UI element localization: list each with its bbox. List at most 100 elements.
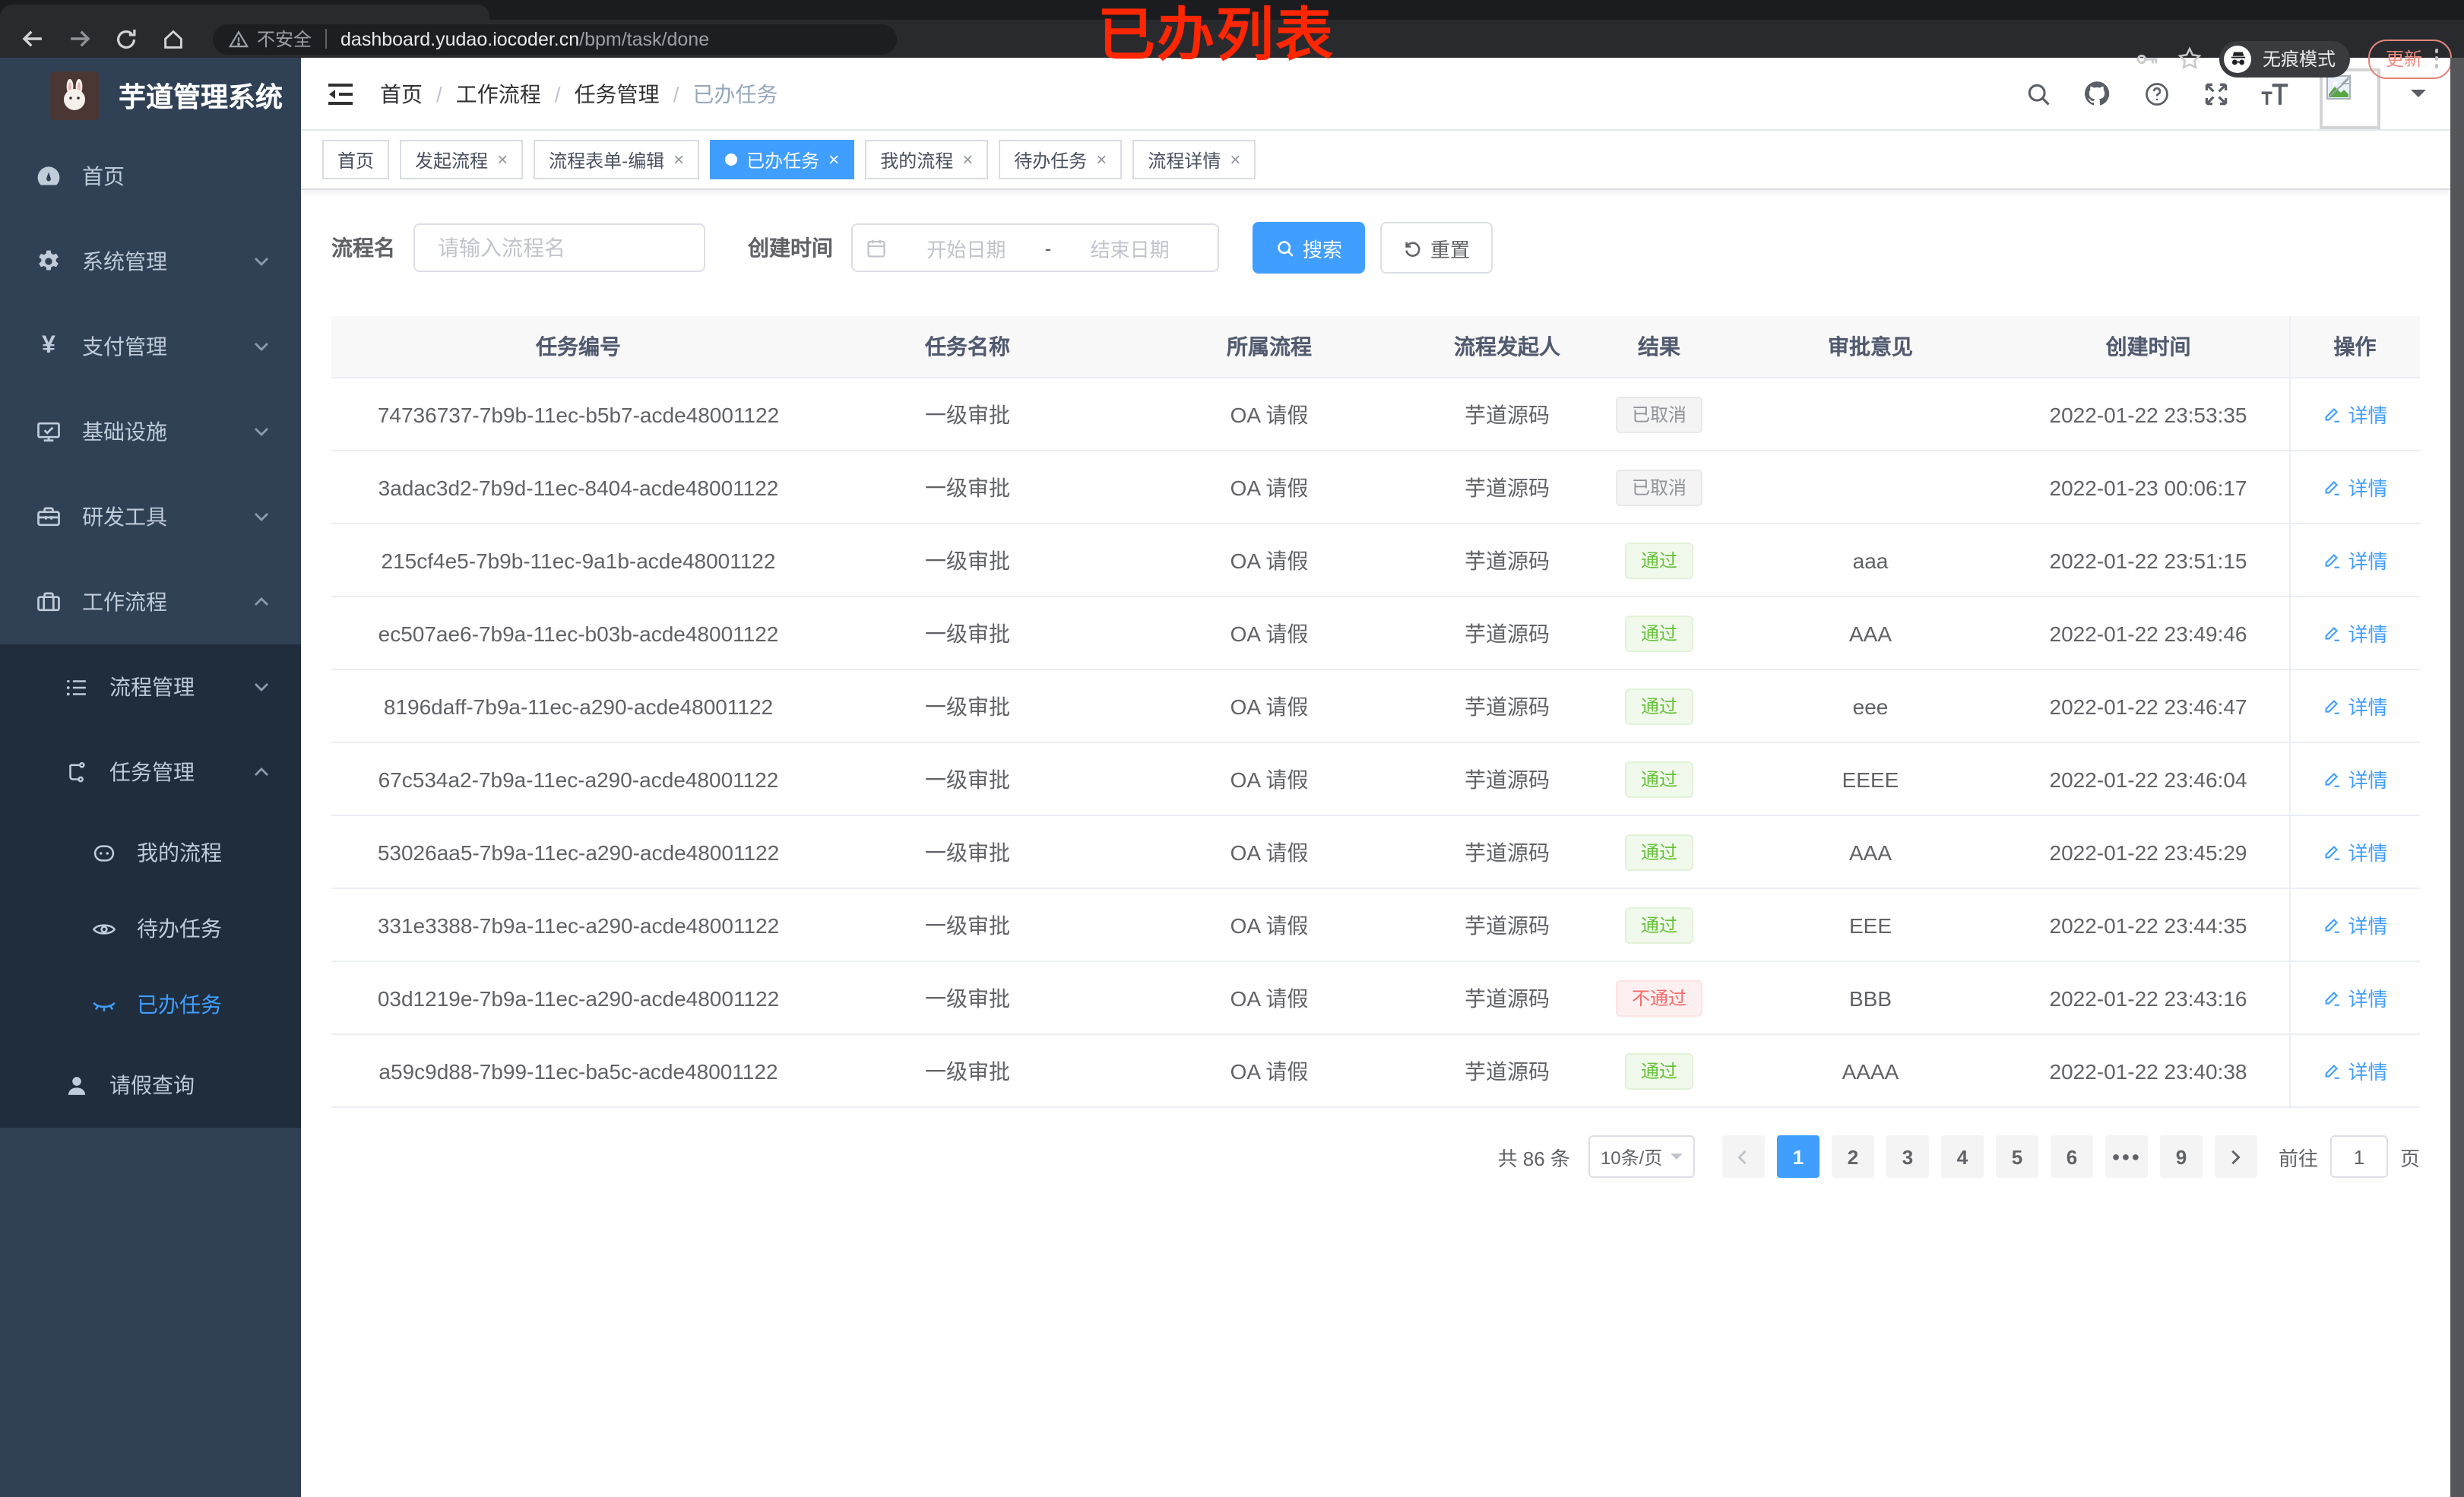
result-badge: 通过 <box>1625 615 1693 651</box>
page-button-4[interactable]: 4 <box>1940 1135 1984 1178</box>
detail-link[interactable]: 详情 <box>2322 692 2388 720</box>
sidebar-item-process-management[interactable]: 流程管理 <box>0 644 301 730</box>
breadcrumb-separator: / <box>554 81 561 106</box>
detail-link[interactable]: 详情 <box>2322 546 2388 574</box>
detail-link[interactable]: 详情 <box>2322 910 2388 939</box>
sidebar-item-done-tasks[interactable]: 已办任务 <box>0 967 301 1043</box>
tab-done-tasks[interactable]: 已办任务 × <box>710 140 855 179</box>
forward-icon[interactable] <box>64 24 94 54</box>
jump-page-input[interactable] <box>2329 1135 2388 1178</box>
avatar-caret-icon[interactable] <box>2411 90 2426 105</box>
task-process: OA 请假 <box>1110 669 1429 743</box>
tab-process-form-edit[interactable]: 流程表单-编辑 × <box>534 140 700 179</box>
date-range-picker[interactable]: 开始日期 - 结束日期 <box>851 223 1219 272</box>
close-icon[interactable]: × <box>828 149 840 170</box>
breadcrumb-workflow[interactable]: 工作流程 <box>455 81 541 106</box>
close-icon[interactable]: × <box>962 149 974 170</box>
breadcrumb-separator: / <box>673 81 679 106</box>
task-comment: EEE <box>1733 888 2008 962</box>
sidebar-item-infrastructure[interactable]: 基础设施 <box>0 389 301 474</box>
next-page-button[interactable] <box>2214 1135 2257 1178</box>
password-key-icon[interactable] <box>2135 45 2162 72</box>
end-date-placeholder: 结束日期 <box>1090 238 1170 261</box>
workflow-submenu: 流程管理 任务管理 我的流程 待办任务 <box>0 644 301 1128</box>
close-icon[interactable]: × <box>1096 149 1107 170</box>
detail-link[interactable]: 详情 <box>2322 764 2388 793</box>
page-button-9[interactable]: 9 <box>2159 1135 2203 1178</box>
detail-link[interactable]: 详情 <box>2322 619 2388 647</box>
detail-link[interactable]: 详情 <box>2322 400 2388 429</box>
incognito-badge[interactable]: 无痕模式 <box>2219 40 2351 77</box>
font-size-icon[interactable] <box>2260 79 2289 108</box>
sidebar-collapse-icon[interactable] <box>325 78 356 109</box>
detail-link[interactable]: 详情 <box>2322 837 2388 866</box>
annotation-title: 已办列表 <box>1097 5 1335 68</box>
github-icon[interactable] <box>2082 79 2111 108</box>
breadcrumb-task-management[interactable]: 任务管理 <box>574 81 660 106</box>
sidebar-item-workflow[interactable]: 工作流程 <box>0 559 301 644</box>
yen-icon: ¥ <box>42 333 55 359</box>
sidebar-item-leave-query[interactable]: 请假查询 <box>0 1043 301 1128</box>
back-icon[interactable] <box>17 24 47 54</box>
task-name: 一级审批 <box>825 597 1110 670</box>
table-row: 3adac3d2-7b9d-11ec-8404-acde48001122 一级审… <box>331 451 2420 524</box>
tab-process-detail[interactable]: 流程详情 × <box>1132 140 1256 179</box>
task-comment: eee <box>1733 669 2008 743</box>
close-icon[interactable]: × <box>497 149 508 170</box>
home-icon[interactable] <box>158 24 188 54</box>
detail-link[interactable]: 详情 <box>2322 1056 2388 1085</box>
reload-icon[interactable] <box>111 24 141 54</box>
detail-link[interactable]: 详情 <box>2322 983 2388 1012</box>
sidebar-item-system[interactable]: 系统管理 <box>0 219 301 304</box>
task-name: 一级审批 <box>825 669 1110 743</box>
process-name-input[interactable] <box>413 223 705 272</box>
close-icon[interactable]: × <box>1230 149 1241 170</box>
search-button[interactable]: 搜索 <box>1253 222 1366 274</box>
sidebar-item-home[interactable]: 首页 <box>0 134 301 219</box>
sidebar-item-todo-tasks[interactable]: 待办任务 <box>0 891 301 967</box>
browser-tab[interactable] <box>0 5 489 20</box>
page-button-5[interactable]: 5 <box>1995 1135 2038 1178</box>
tags-view-bar: 首页 发起流程 × 流程表单-编辑 × 已办任务 × 我的流程 × 待办任务 × 流程详情… <box>301 131 2450 190</box>
more-pages-button[interactable]: ●●● <box>2105 1135 2148 1178</box>
fullscreen-icon[interactable] <box>2201 79 2230 108</box>
browser-menu-icon[interactable] <box>2434 49 2438 68</box>
task-id: 67c534a2-7b9a-11ec-a290-acde48001122 <box>331 742 825 816</box>
bookmark-star-icon[interactable] <box>2177 45 2205 72</box>
tab-start-process[interactable]: 发起流程 × <box>400 140 524 179</box>
browser-toolbar: 不安全 dashboard.yudao.iocoder.cn/bpm/task/… <box>0 20 2464 78</box>
page-button-3[interactable]: 3 <box>1886 1135 1929 1178</box>
detail-link[interactable]: 详情 <box>2322 473 2388 502</box>
page-button-2[interactable]: 2 <box>1831 1135 1874 1178</box>
tab-todo-tasks[interactable]: 待办任务 × <box>999 140 1123 179</box>
breadcrumb-home[interactable]: 首页 <box>380 81 423 106</box>
browser-update-button[interactable]: 更新 <box>2368 39 2452 78</box>
result-badge: 通过 <box>1625 907 1693 943</box>
tab-home[interactable]: 首页 <box>322 140 390 179</box>
page-size-select[interactable]: 10条/页 <box>1588 1135 1695 1178</box>
reset-button[interactable]: 重置 <box>1380 222 1493 274</box>
help-icon[interactable] <box>2142 79 2171 108</box>
sidebar-item-my-process[interactable]: 我的流程 <box>0 815 301 891</box>
prev-page-button[interactable] <box>1721 1135 1765 1178</box>
task-created: 2022-01-22 23:44:35 <box>2008 888 2289 962</box>
page-button-1[interactable]: 1 <box>1776 1135 1819 1178</box>
sidebar-item-task-management[interactable]: 任务管理 <box>0 730 301 815</box>
close-icon[interactable]: × <box>673 149 685 170</box>
address-bar[interactable]: 不安全 dashboard.yudao.iocoder.cn/bpm/task/… <box>213 24 897 54</box>
jump-label: 前往 <box>2278 1147 2318 1169</box>
app-logo[interactable]: 芋道管理系统 <box>0 58 301 134</box>
search-icon[interactable] <box>2023 79 2052 108</box>
task-process: OA 请假 <box>1110 451 1429 524</box>
done-task-table: 任务编号 任务名称 所属流程 流程发起人 结果 审批意见 创建时间 操作 747… <box>331 316 2420 1108</box>
sidebar: 芋道管理系统 首页 系统管理 ¥ 支付管理 基础设施 <box>0 58 301 1497</box>
task-process: OA 请假 <box>1110 888 1429 962</box>
tab-my-process[interactable]: 我的流程 × <box>865 140 989 179</box>
page-button-6[interactable]: 6 <box>2050 1135 2093 1178</box>
scrollbar[interactable] <box>2450 58 2464 1497</box>
avatar[interactable] <box>2320 68 2380 128</box>
task-process: OA 请假 <box>1110 597 1429 670</box>
sidebar-item-dev-tools[interactable]: 研发工具 <box>0 474 301 559</box>
sidebar-item-label: 系统管理 <box>82 249 167 274</box>
sidebar-item-payment[interactable]: ¥ 支付管理 <box>0 304 301 389</box>
